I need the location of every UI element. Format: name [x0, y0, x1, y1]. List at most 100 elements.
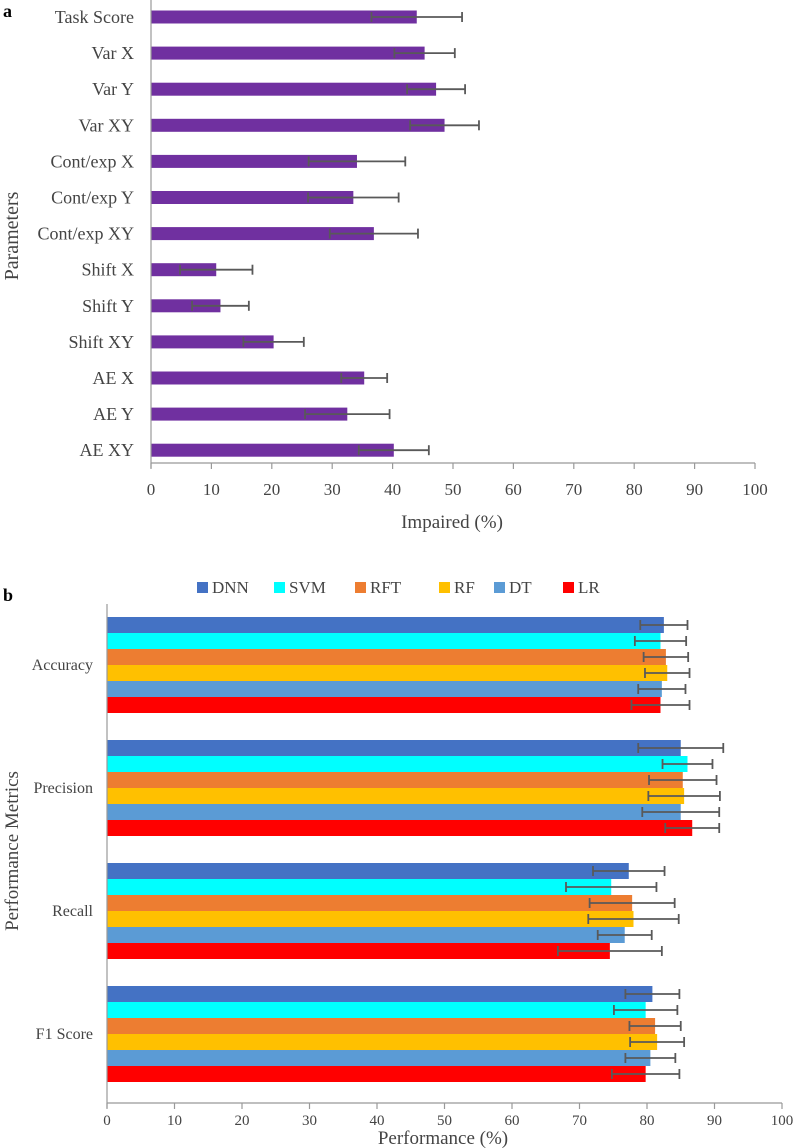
bar-b-0-0 — [107, 617, 664, 633]
chart-a-x-ticks: 0 10 20 30 40 50 60 70 80 90 100 — [147, 463, 768, 499]
x-tick-label-a-7: 70 — [565, 480, 582, 499]
legend-item-lr: LR — [563, 578, 600, 597]
chart-b-x-ticks: 0 10 20 30 40 50 60 70 80 90 100 — [103, 1103, 793, 1129]
error-bar-b-2-5 — [557, 946, 663, 956]
x-tick-label-a-8: 80 — [626, 480, 643, 499]
error-bar-b-1-2 — [648, 775, 718, 785]
x-tick-label-a-4: 40 — [384, 480, 401, 499]
bar-b-1-3 — [107, 788, 685, 804]
chart-a-error-bars — [179, 12, 480, 456]
bar-b-0-2 — [107, 649, 666, 665]
legend-swatch-svm — [274, 582, 285, 593]
x-tick-label-a-2: 20 — [263, 480, 280, 499]
legend-item-svm: SVM — [274, 578, 326, 597]
category-label-a-5: Cont/exp Y — [51, 188, 134, 208]
legend-swatch-rf — [439, 582, 450, 593]
bar-b-2-1 — [107, 879, 612, 895]
bar-a-3 — [151, 118, 445, 132]
error-bar-b-3-3 — [629, 1037, 686, 1047]
error-bar-a-0 — [370, 12, 463, 22]
panel-b-label: b — [3, 585, 13, 605]
x-tick-label-b-8: 80 — [640, 1113, 655, 1129]
bar-b-1-1 — [107, 756, 688, 772]
error-bar-a-1 — [393, 48, 456, 59]
bar-a-2 — [151, 82, 437, 96]
category-label-a-7: Shift X — [81, 260, 134, 280]
category-label-a-4: Cont/exp X — [51, 151, 135, 171]
x-tick-label-b-1: 10 — [167, 1113, 182, 1129]
chart-b-x-axis-title: Performance (%) — [378, 1128, 508, 1148]
error-bar-b-0-3 — [644, 668, 691, 678]
chart-b-bars — [107, 617, 693, 1082]
legend-item-rft: RFT — [355, 578, 402, 597]
bar-b-2-4 — [107, 927, 625, 943]
x-tick-label-a-6: 60 — [505, 480, 522, 499]
category-label-b-2: Recall — [52, 903, 93, 920]
bar-a-11 — [151, 407, 348, 421]
bar-b-1-0 — [107, 740, 681, 756]
bar-a-8 — [151, 299, 221, 313]
error-bar-b-0-1 — [633, 636, 688, 646]
category-label-a-3: Var XY — [79, 115, 135, 135]
bar-b-3-1 — [107, 1002, 646, 1018]
legend-item-rf: RF — [439, 578, 475, 597]
bar-a-12 — [151, 443, 394, 457]
error-bar-b-2-1 — [565, 882, 658, 892]
error-bar-b-2-2 — [588, 898, 676, 908]
chart-b: DNN SVM RFT RF DT LR Accuracy Precision Recall F… — [2, 578, 793, 1148]
bar-a-0 — [151, 10, 417, 24]
chart-a-category-labels: Task Score Var X Var Y Var XY Cont/exp X Cont… — [38, 0, 152, 468]
bar-b-3-3 — [107, 1034, 658, 1050]
legend-label-rf: RF — [454, 578, 475, 597]
legend-label-dt: DT — [509, 578, 532, 597]
error-bar-b-0-4 — [637, 684, 687, 694]
bar-b-0-3 — [107, 665, 668, 681]
error-bar-b-0-2 — [642, 652, 690, 662]
bar-b-0-5 — [107, 697, 661, 713]
error-bar-b-1-5 — [664, 823, 721, 833]
category-label-a-6: Cont/exp XY — [38, 224, 135, 244]
legend-item-dnn: DNN — [197, 578, 249, 597]
bar-a-10 — [151, 371, 365, 385]
chart-a-bars — [151, 10, 445, 457]
bar-b-0-1 — [107, 633, 661, 649]
error-bar-a-6 — [328, 228, 419, 239]
error-bar-b-2-4 — [596, 930, 653, 940]
error-bar-a-12 — [357, 445, 430, 456]
chart-b-category-labels: Accuracy Precision Recall F1 Score — [32, 604, 108, 1108]
category-label-a-0: Task Score — [55, 7, 134, 27]
x-tick-label-b-6: 60 — [505, 1113, 520, 1129]
error-bar-b-3-4 — [624, 1053, 677, 1063]
category-label-a-1: Var X — [92, 43, 135, 63]
bar-b-1-2 — [107, 772, 683, 788]
category-label-b-0: Accuracy — [32, 657, 93, 674]
x-tick-label-b-10: 100 — [771, 1113, 794, 1129]
bar-b-2-3 — [107, 911, 634, 927]
error-bar-b-0-5 — [630, 700, 691, 710]
category-label-b-3: F1 Score — [36, 1026, 93, 1043]
legend-label-dnn: DNN — [212, 578, 249, 597]
error-bar-b-3-0 — [624, 989, 681, 999]
error-bar-a-10 — [340, 373, 389, 383]
chart-b-legend: DNN SVM RFT RF DT LR — [197, 578, 600, 597]
error-bar-a-8 — [191, 300, 250, 311]
bar-b-3-5 — [107, 1066, 646, 1082]
bar-a-4 — [151, 154, 357, 168]
category-label-a-9: Shift XY — [68, 332, 134, 352]
chart-b-y-axis-title: Performance Metrics — [2, 771, 23, 931]
bar-b-2-0 — [107, 863, 629, 879]
legend-swatch-dt — [494, 582, 505, 593]
x-tick-label-b-9: 90 — [707, 1113, 722, 1129]
bar-a-1 — [151, 46, 425, 60]
x-tick-label-b-2: 20 — [235, 1113, 250, 1129]
error-bar-b-3-5 — [611, 1069, 681, 1079]
bar-b-2-2 — [107, 895, 633, 911]
category-label-a-8: Shift Y — [82, 296, 134, 316]
chart-a-y-axis-title: Parameters — [1, 191, 23, 280]
bar-b-3-2 — [107, 1018, 656, 1034]
bar-b-2-5 — [107, 943, 610, 959]
chart-b-error-bars — [557, 620, 725, 1079]
x-tick-label-a-3: 30 — [324, 480, 341, 499]
legend-label-svm: SVM — [289, 578, 326, 597]
